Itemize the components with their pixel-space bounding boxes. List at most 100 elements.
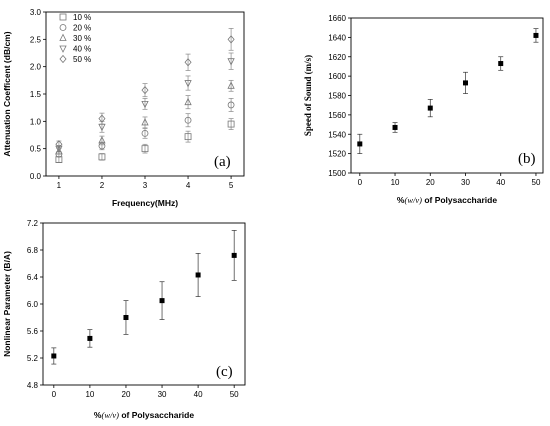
data-point bbox=[184, 80, 192, 88]
chart-panel-b: 0 10 20 30 40 50 1500 1520 1540 1560 1580 1600 1620 1… bbox=[303, 14, 544, 205]
x-tick-label: 20 bbox=[122, 390, 131, 399]
series-2 bbox=[55, 79, 235, 155]
x-tick-label: 5 bbox=[229, 181, 234, 190]
data-point bbox=[51, 353, 57, 359]
x-tick-label: 3 bbox=[143, 181, 148, 190]
data-point bbox=[141, 145, 149, 153]
y-axis-label: Nonlinear Parameter (B/A) bbox=[2, 251, 12, 357]
chart-panel-c: 0 10 20 30 40 50 4.8 5.2 5.6 6.0 6.4 6.8 7.2 (c) Nonli… bbox=[2, 219, 246, 420]
x-tick-label: 0 bbox=[358, 178, 363, 187]
data-point bbox=[98, 136, 106, 144]
legend-marker bbox=[59, 13, 67, 21]
legend-marker bbox=[59, 54, 67, 64]
x-axis-label: %(w/v) of Polysaccharide bbox=[94, 410, 194, 420]
x-tick-label: 20 bbox=[426, 178, 435, 187]
y-tick-label: 1640 bbox=[328, 33, 346, 42]
legend: 10 % 20 %30 % 40 %50 % bbox=[59, 13, 91, 64]
data-point bbox=[141, 118, 149, 126]
y-axis-label: Attenuation Coefficent (dB/cm) bbox=[2, 31, 12, 156]
y-tick-label: 7.2 bbox=[27, 219, 39, 228]
data-point bbox=[141, 129, 149, 137]
y-tick-label: 2.5 bbox=[30, 35, 42, 44]
data-point bbox=[195, 272, 201, 278]
data-point bbox=[184, 116, 192, 124]
x-tick-label: 1 bbox=[57, 181, 62, 190]
data-point bbox=[141, 100, 149, 109]
x-tick-label: 2 bbox=[100, 181, 105, 190]
data-point bbox=[533, 32, 539, 38]
data-point bbox=[55, 147, 63, 155]
y-tick-label: 5.2 bbox=[27, 354, 39, 363]
y-tick-label: 1560 bbox=[328, 111, 346, 120]
legend-entry: 40 % bbox=[73, 45, 91, 54]
chart-panel-a: 1 2 3 4 5 0.0 0.5 1.0 1.5 2.0 2.5 3.0 (a) Attenuation… bbox=[2, 8, 245, 208]
legend-marker bbox=[59, 24, 67, 31]
x-tick-label: 40 bbox=[496, 178, 505, 187]
data-point bbox=[227, 35, 235, 44]
legend-marker bbox=[59, 33, 67, 41]
x-tick-label: 30 bbox=[461, 178, 470, 187]
panel-label: (b) bbox=[518, 151, 536, 167]
y-tick-label: 1.5 bbox=[30, 90, 42, 99]
panel-label: (a) bbox=[214, 154, 231, 170]
x-tick-label: 50 bbox=[532, 178, 541, 187]
data-point bbox=[98, 153, 106, 161]
series-4 bbox=[55, 28, 235, 149]
data-point bbox=[55, 140, 63, 149]
data-point bbox=[498, 61, 504, 67]
series-0 bbox=[55, 118, 235, 164]
y-tick-label: 6.4 bbox=[27, 273, 39, 282]
x-tick-label: 4 bbox=[186, 181, 191, 190]
data-point bbox=[141, 86, 149, 95]
data-point bbox=[184, 133, 192, 141]
x-tick-label: 10 bbox=[391, 178, 400, 187]
y-axis-label: Speed of Sound (m/s) bbox=[303, 55, 313, 136]
data-point bbox=[227, 81, 235, 89]
y-tick-label: 4.8 bbox=[27, 381, 39, 390]
y-tick-label: 0.0 bbox=[30, 172, 42, 181]
y-tick-label: 6.0 bbox=[27, 300, 39, 309]
y-tick-label: 1660 bbox=[328, 14, 346, 23]
legend-entry: 50 % bbox=[73, 55, 91, 64]
panel-label: (c) bbox=[216, 364, 233, 380]
y-tick-label: 6.8 bbox=[27, 246, 39, 255]
legend-entry: 10 % bbox=[73, 13, 91, 22]
series-0 bbox=[51, 230, 237, 365]
x-axis-label-italic: (w/v) bbox=[404, 195, 422, 205]
y-tick-label: 2.0 bbox=[30, 63, 42, 72]
y-tick-label: 1580 bbox=[328, 92, 346, 101]
data-point bbox=[159, 298, 165, 304]
data-point bbox=[123, 315, 129, 320]
data-point bbox=[227, 101, 235, 109]
data-point bbox=[357, 141, 363, 147]
x-axis-label-italic: (w/v) bbox=[101, 410, 119, 420]
y-tick-label: 0.5 bbox=[30, 145, 42, 154]
data-point bbox=[392, 124, 398, 130]
plot-frame bbox=[42, 222, 246, 386]
y-tick-label: 1620 bbox=[328, 53, 346, 62]
legend-entry: 20 % bbox=[73, 24, 91, 33]
legend-marker bbox=[59, 45, 67, 53]
x-axis-label-suffix: of Polysaccharide bbox=[422, 195, 497, 205]
x-tick-label: 30 bbox=[158, 390, 167, 399]
data-point bbox=[427, 105, 433, 111]
data-point bbox=[87, 335, 93, 341]
x-tick-label: 40 bbox=[194, 390, 203, 399]
x-axis-label-prefix: % bbox=[94, 410, 102, 420]
y-tick-label: 1520 bbox=[328, 150, 346, 159]
data-point bbox=[98, 114, 106, 123]
y-tick-label: 5.6 bbox=[27, 327, 39, 336]
y-tick-label: 1540 bbox=[328, 130, 346, 139]
x-tick-label: 50 bbox=[230, 390, 239, 399]
data-point bbox=[462, 80, 468, 86]
data-point bbox=[184, 97, 192, 106]
data-point bbox=[184, 58, 192, 67]
x-axis-label-suffix: of Polysaccharide bbox=[119, 410, 194, 420]
y-tick-label: 1600 bbox=[328, 72, 346, 81]
plot-frame bbox=[350, 17, 544, 174]
x-axis-label: %(w/v) of Polysaccharide bbox=[397, 195, 497, 205]
x-tick-label: 10 bbox=[85, 390, 94, 399]
data-point bbox=[231, 252, 237, 258]
x-axis-label: Frequency(MHz) bbox=[112, 198, 178, 208]
